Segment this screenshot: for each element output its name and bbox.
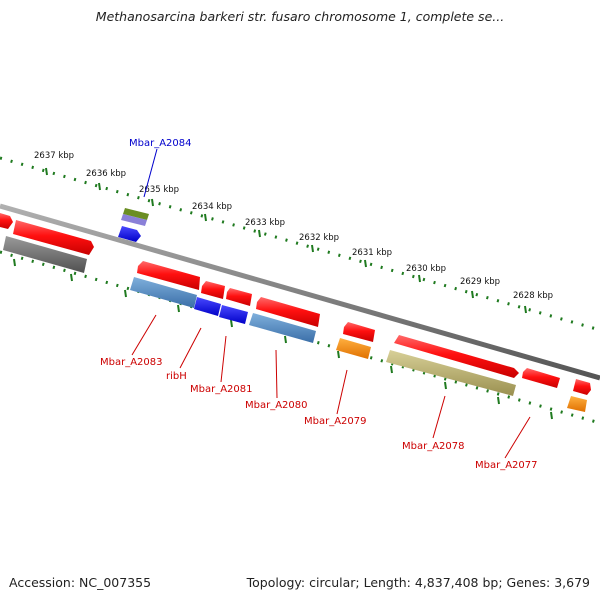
tick-label: 2631 kbp	[352, 248, 392, 258]
label-leader-lines	[131, 148, 531, 459]
gene-feature[interactable]	[219, 305, 248, 324]
gene-feature[interactable]	[201, 281, 225, 299]
gene-feature[interactable]	[343, 322, 375, 342]
genome-summary-text: Topology: circular; Length: 4,837,408 bp…	[246, 575, 590, 590]
tick-label: 2633 kbp	[245, 218, 285, 228]
gene-feature[interactable]	[226, 288, 252, 306]
accession-text: Accession: NC_007355	[9, 575, 152, 590]
gene-label[interactable]: Mbar_A2078	[402, 441, 465, 452]
scale-ticks	[45, 167, 527, 314]
gene-feature[interactable]	[249, 313, 316, 343]
gene-feature[interactable]	[573, 379, 591, 395]
gene-label[interactable]: Mbar_A2081	[190, 384, 253, 395]
gene-feature[interactable]	[256, 297, 320, 327]
gene-label[interactable]: Mbar_A2079	[304, 416, 367, 427]
gene-label[interactable]: ribH	[166, 371, 187, 382]
gene-feature[interactable]	[118, 226, 141, 242]
gene-feature[interactable]	[121, 214, 147, 226]
gene-feature[interactable]	[386, 350, 516, 396]
gene-label[interactable]: Mbar_A2077	[475, 460, 538, 471]
gene-label[interactable]: Mbar_A2083	[100, 357, 163, 368]
tick-label: 2632 kbp	[299, 233, 339, 243]
tick-label: 2629 kbp	[460, 277, 500, 287]
gene-label[interactable]: Mbar_A2080	[245, 400, 308, 411]
gene-feature[interactable]	[0, 213, 13, 229]
chromosome-backbone	[0, 203, 600, 381]
gene-feature[interactable]	[522, 368, 560, 388]
tick-label: 2635 kbp	[139, 185, 179, 195]
gene-label[interactable]: Mbar_A2084	[129, 138, 192, 149]
gene-feature[interactable]	[137, 261, 200, 290]
gene-feature[interactable]	[194, 297, 221, 316]
map-title: Methanosarcina barkeri str. fusaro chrom…	[95, 9, 505, 24]
tick-label: 2630 kbp	[406, 264, 446, 274]
gene-labels: Mbar_A2084 Mbar_A2083 ribH Mbar_A2081 Mb…	[100, 138, 538, 471]
gene-feature[interactable]	[567, 396, 587, 412]
gene-feature[interactable]	[130, 277, 197, 308]
tick-label: 2637 kbp	[34, 151, 74, 161]
tick-label: 2628 kbp	[513, 291, 553, 301]
tick-label: 2634 kbp	[192, 202, 232, 212]
tick-labels: 2637 kbp 2636 kbp 2635 kbp 2634 kbp 2633…	[34, 151, 553, 301]
inner-ring-ticks	[13, 258, 553, 420]
tick-label: 2636 kbp	[86, 169, 126, 179]
reverse-strand-genes	[3, 226, 587, 412]
forward-strand-genes	[0, 208, 591, 395]
gene-feature[interactable]	[123, 208, 149, 220]
gene-feature[interactable]	[3, 236, 87, 273]
gene-feature[interactable]	[336, 338, 371, 359]
gene-feature[interactable]	[394, 335, 519, 378]
gene-feature[interactable]	[13, 220, 94, 255]
